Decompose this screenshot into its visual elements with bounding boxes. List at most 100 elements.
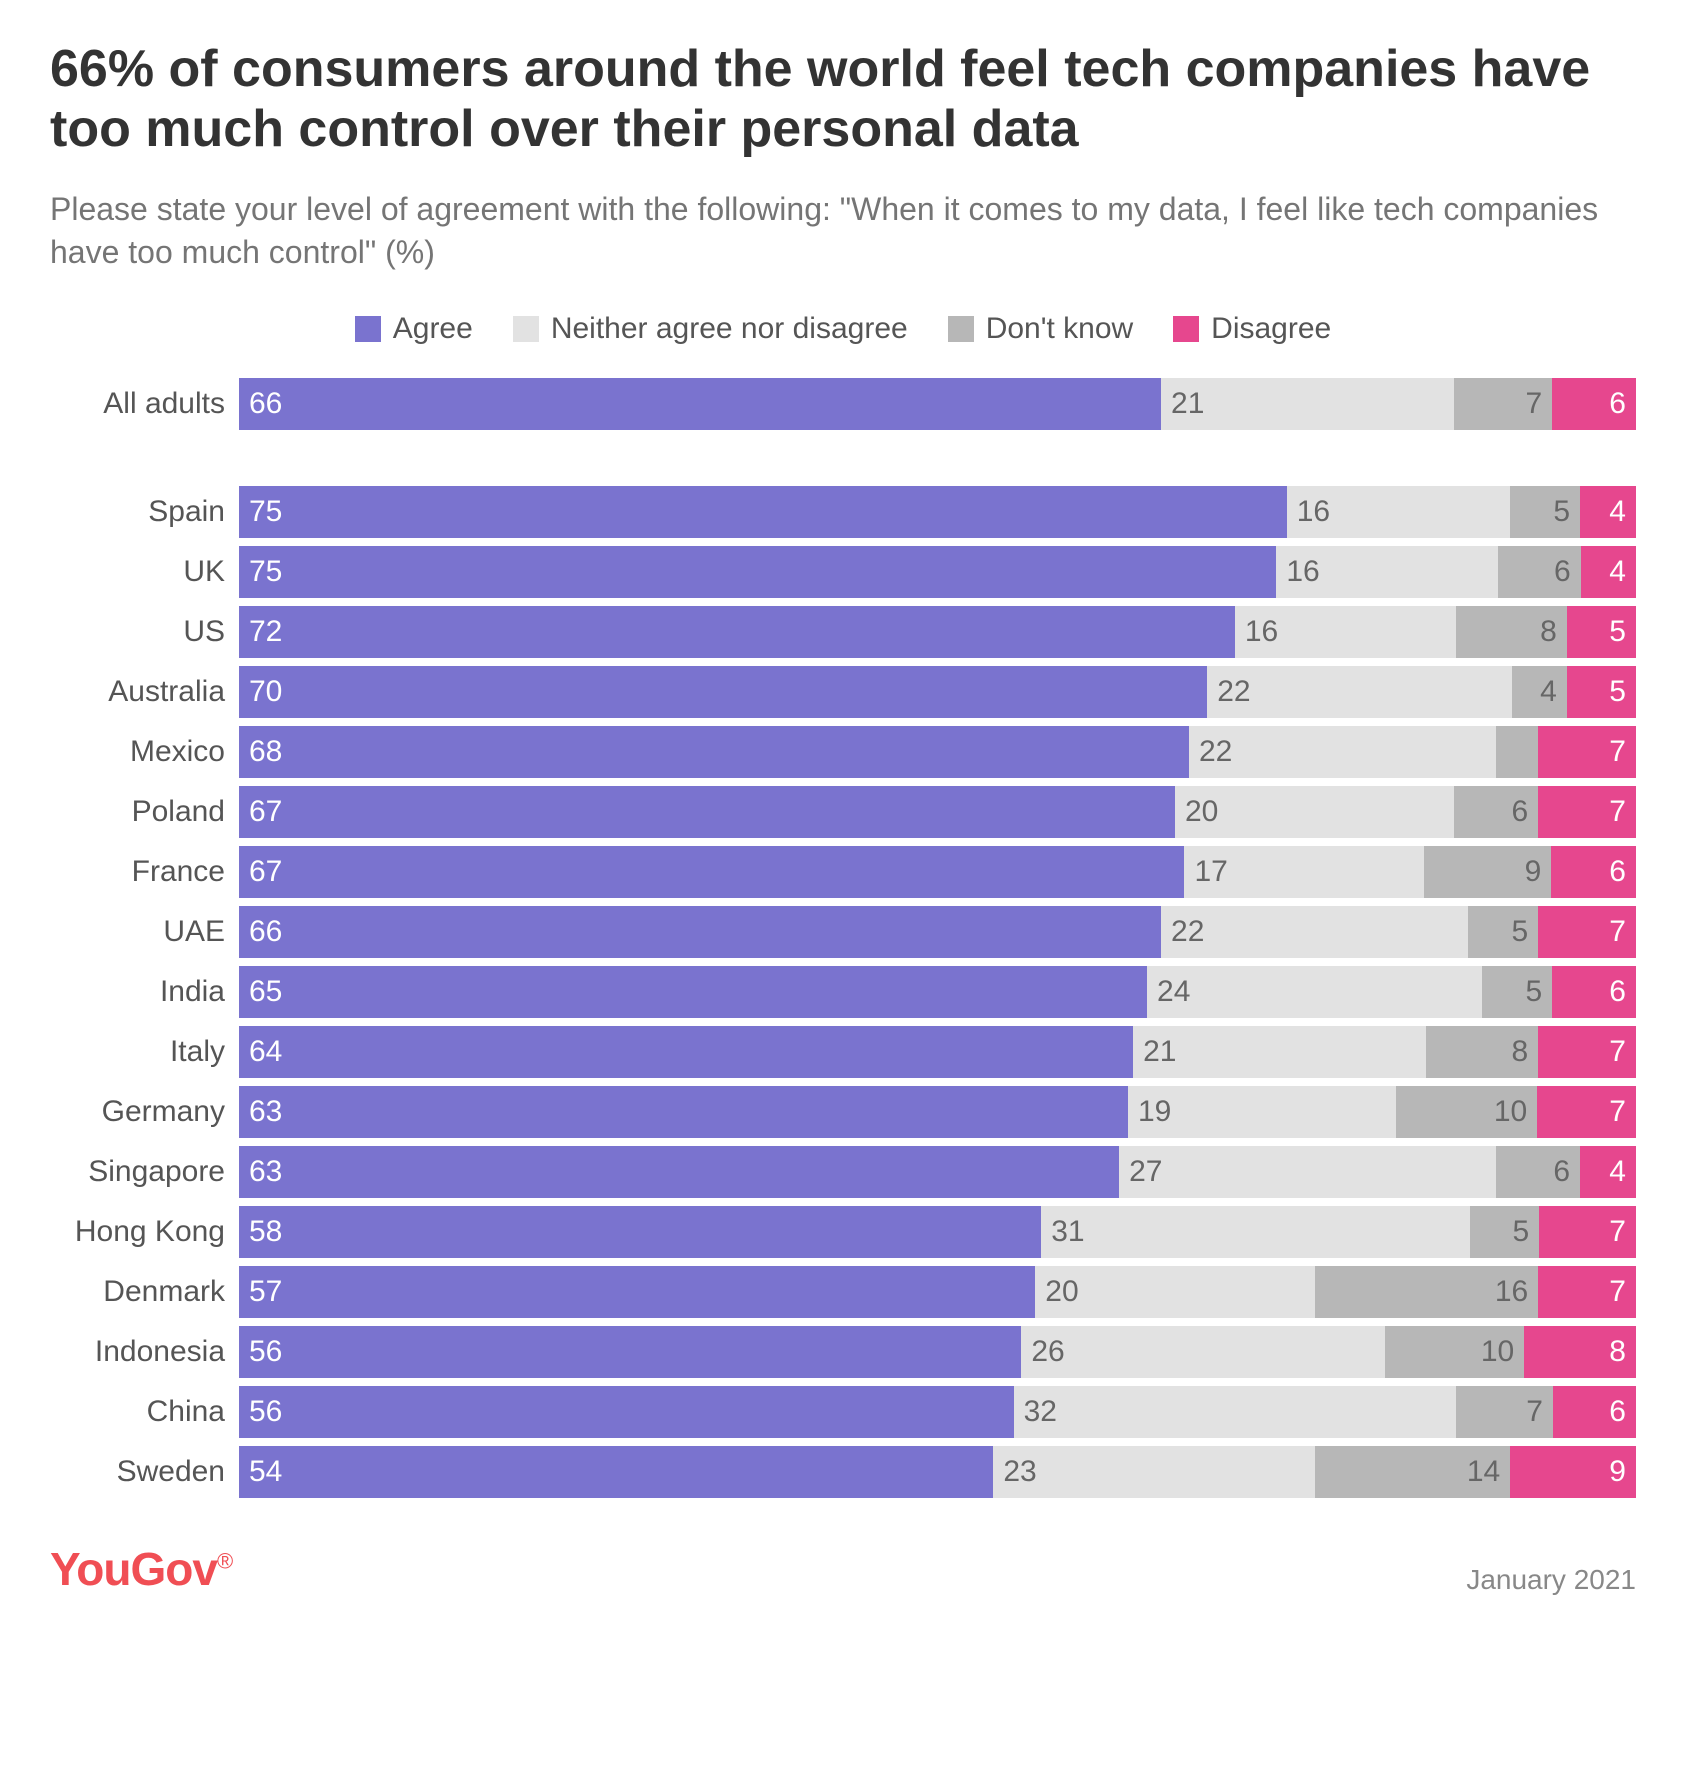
bar-value: 32 <box>1024 1395 1057 1429</box>
bar-value: 20 <box>1045 1275 1078 1309</box>
bar-value: 5 <box>1512 915 1529 949</box>
stacked-bar: 56 26 10 8 <box>239 1326 1636 1378</box>
bar-segment-dontknow: 16 <box>1315 1266 1539 1318</box>
bar-value: 65 <box>249 975 282 1009</box>
stacked-bar: 64 21 8 7 <box>239 1026 1636 1078</box>
bar-value: 8 <box>1540 615 1557 649</box>
chart-footer: YouGov® January 2021 <box>50 1542 1636 1596</box>
bar-value: 7 <box>1609 1035 1626 1069</box>
stacked-bar: 672067 <box>239 786 1636 838</box>
stacked-bar: 72 16 8 5 <box>239 606 1636 658</box>
bar-value: 21 <box>1143 1035 1176 1069</box>
bar-segment-disagree: 6 <box>1552 966 1636 1018</box>
row-label: Germany <box>50 1095 239 1129</box>
legend-item: Disagree <box>1173 312 1331 346</box>
bar-segment-disagree: 6 <box>1551 846 1636 898</box>
bar-segment-agree: 70 <box>239 666 1207 718</box>
row-label: Singapore <box>50 1155 239 1189</box>
bar-value: 6 <box>1512 795 1529 829</box>
bar-segment-disagree: 7 <box>1538 1266 1636 1318</box>
row-label: Sweden <box>50 1455 239 1489</box>
bar-segment-disagree: 5 <box>1567 606 1636 658</box>
bar-value: 16 <box>1245 615 1278 649</box>
row-label: Hong Kong <box>50 1215 239 1249</box>
bar-segment-dontknow: 5 <box>1470 1206 1539 1258</box>
table-row: Hong Kong583157 <box>50 1202 1636 1262</box>
bar-value: 14 <box>1467 1455 1500 1489</box>
bar-segment-dontknow <box>1496 726 1538 778</box>
bar-segment-agree: 67 <box>239 846 1184 898</box>
bar-value: 7 <box>1609 795 1626 829</box>
bar-segment-neither: 20 <box>1175 786 1454 838</box>
bar-segment-dontknow: 8 <box>1426 1026 1538 1078</box>
legend-item: Don't know <box>948 312 1133 346</box>
bar-segment-disagree: 7 <box>1538 1026 1636 1078</box>
bar-value: 6 <box>1609 1395 1626 1429</box>
bar-value: 6 <box>1609 855 1626 889</box>
bar-value: 5 <box>1609 615 1626 649</box>
bar-value: 24 <box>1157 975 1190 1009</box>
row-label: UK <box>50 555 239 589</box>
bar-value: 54 <box>249 1455 282 1489</box>
bar-value: 72 <box>249 615 282 649</box>
chart-legend: Agree Neither agree nor disagree Don't kno… <box>50 312 1636 346</box>
bar-segment-agree: 65 <box>239 966 1147 1018</box>
bar-segment-agree: 54 <box>239 1446 993 1498</box>
brand-text: YouGov <box>50 1543 217 1595</box>
bar-segment-neither: 16 <box>1235 606 1456 658</box>
bar-value: 7 <box>1526 1395 1543 1429</box>
bar-segment-disagree: 4 <box>1580 486 1636 538</box>
bar-value: 6 <box>1609 975 1626 1009</box>
legend-swatch <box>513 316 539 342</box>
bar-value: 7 <box>1609 1215 1626 1249</box>
bar-value: 31 <box>1051 1215 1084 1249</box>
stacked-bar: 5423149 <box>239 1446 1636 1498</box>
bar-segment-neither: 20 <box>1035 1266 1314 1318</box>
bar-segment-agree: 75 <box>239 546 1276 598</box>
bar-segment-agree: 67 <box>239 786 1175 838</box>
table-row: Spain751654 <box>50 482 1636 542</box>
bar-segment-disagree: 8 <box>1524 1326 1636 1378</box>
bar-segment-disagree: 7 <box>1538 906 1636 958</box>
bar-segment-agree: 68 <box>239 726 1189 778</box>
legend-item: Neither agree nor disagree <box>513 312 908 346</box>
bar-value: 5 <box>1525 975 1542 1009</box>
bar-value: 67 <box>249 855 282 889</box>
bar-segment-agree: 63 <box>239 1086 1128 1138</box>
bar-value: 16 <box>1495 1275 1528 1309</box>
stacked-bar: 751654 <box>239 486 1636 538</box>
table-row: Mexico68227 <box>50 722 1636 782</box>
row-label: China <box>50 1395 239 1429</box>
legend-item: Agree <box>355 312 473 346</box>
row-label: India <box>50 975 239 1009</box>
bar-segment-agree: 63 <box>239 1146 1119 1198</box>
row-label: UAE <box>50 915 239 949</box>
bar-segment-dontknow: 7 <box>1454 378 1552 430</box>
table-row: US 72 16 8 5 <box>50 602 1636 662</box>
bar-segment-disagree: 6 <box>1553 1386 1636 1438</box>
row-label: Spain <box>50 495 239 529</box>
bar-segment-agree: 64 <box>239 1026 1133 1078</box>
table-row: Poland672067 <box>50 782 1636 842</box>
stacked-bar: 662257 <box>239 906 1636 958</box>
row-label: Indonesia <box>50 1335 239 1369</box>
bar-value: 10 <box>1481 1335 1514 1369</box>
bar-segment-dontknow: 6 <box>1496 1146 1580 1198</box>
bar-value: 7 <box>1609 1275 1626 1309</box>
bar-segment-neither: 21 <box>1133 1026 1426 1078</box>
bar-segment-disagree: 7 <box>1537 1086 1636 1138</box>
bar-value: 56 <box>249 1335 282 1369</box>
bar-segment-neither: 19 <box>1128 1086 1396 1138</box>
row-label: Australia <box>50 675 239 709</box>
bar-value: 67 <box>249 795 282 829</box>
legend-swatch <box>355 316 381 342</box>
bar-segment-agree: 56 <box>239 1326 1021 1378</box>
bar-segment-neither: 22 <box>1207 666 1511 718</box>
bar-value: 5 <box>1553 495 1570 529</box>
stacked-bar: 662176 <box>239 378 1636 430</box>
stacked-bar: 65 24 5 6 <box>239 966 1636 1018</box>
table-row: France671796 <box>50 842 1636 902</box>
bar-value: 23 <box>1003 1455 1036 1489</box>
bar-segment-neither: 26 <box>1021 1326 1384 1378</box>
row-label: US <box>50 615 239 649</box>
